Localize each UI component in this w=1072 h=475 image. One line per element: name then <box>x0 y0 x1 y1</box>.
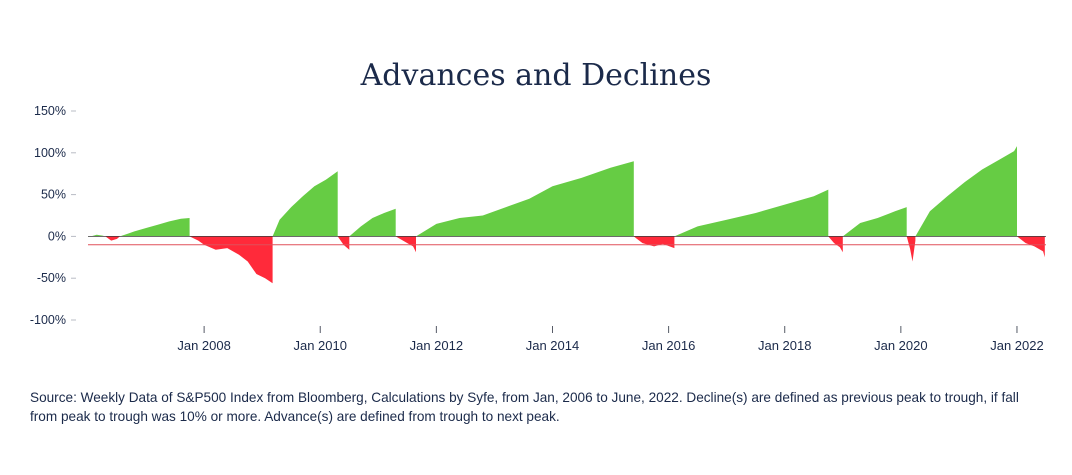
area-series <box>90 146 1045 284</box>
decline-area <box>1017 236 1045 258</box>
y-tick-label: 50% <box>41 188 66 202</box>
x-tick-label: Jan 2008 <box>177 338 231 353</box>
advance-area <box>416 161 634 237</box>
y-tick-label: 100% <box>34 146 66 160</box>
chart-title: Advances and Declines <box>360 58 712 93</box>
decline-area <box>633 236 675 249</box>
y-axis: 150% 100% 50% 0% -50% -100% <box>30 104 76 327</box>
source-note: Source: Weekly Data of S&P500 Index from… <box>30 390 1019 424</box>
advance-area <box>90 234 106 237</box>
x-tick-label: Jan 2010 <box>293 338 347 353</box>
decline-area <box>395 236 416 253</box>
advance-area <box>674 189 829 237</box>
advance-area <box>119 218 190 237</box>
decline-area <box>105 236 120 241</box>
decline-area <box>828 236 843 253</box>
x-axis: Jan 2008 Jan 2010 Jan 2012 Jan 2014 Jan 2016… <box>177 326 1044 353</box>
y-tick-label: -100% <box>30 313 66 327</box>
x-tick-label: Jan 2016 <box>642 338 696 353</box>
y-tick-label: 0% <box>48 229 66 243</box>
advance-area <box>272 171 338 237</box>
y-tick-label: 150% <box>34 104 66 118</box>
x-tick-label: Jan 2020 <box>874 338 928 353</box>
x-tick-label: Jan 2014 <box>526 338 580 353</box>
decline-area <box>337 236 350 250</box>
advance-area <box>349 208 396 237</box>
reference-lines <box>88 235 1046 246</box>
x-tick-label: Jan 2018 <box>758 338 812 353</box>
decline-area <box>906 236 916 262</box>
y-tick-label: -50% <box>37 271 66 285</box>
advance-area <box>842 207 907 237</box>
x-tick-label: Jan 2012 <box>410 338 464 353</box>
advance-area <box>915 146 1017 237</box>
x-tick-label: Jan 2022 <box>990 338 1044 353</box>
advances-declines-chart: 150%100%50%0%-50%-100% Jan 2008 Jan 2010 J… <box>30 104 1046 353</box>
decline-area <box>189 236 273 284</box>
